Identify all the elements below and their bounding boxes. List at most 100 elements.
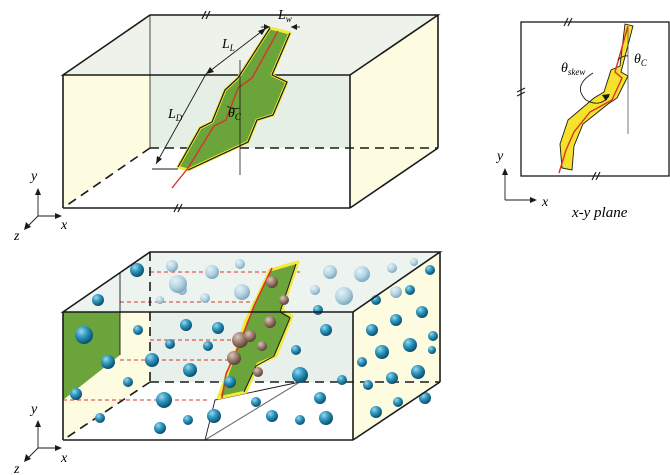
top-block-edges	[60, 14, 441, 209]
grain-particle	[393, 397, 403, 407]
grain-particle	[323, 265, 337, 279]
inset-thetaC-arc	[617, 55, 629, 61]
grain-particle	[266, 410, 278, 422]
label-thetaC-top: θC	[228, 106, 242, 122]
grain-particle	[156, 296, 164, 304]
inset-axis-y-label: y	[495, 149, 504, 164]
grain-particle	[169, 275, 187, 293]
theta-skew-arc	[579, 72, 610, 104]
grain-particle	[180, 319, 192, 331]
grain-particle	[419, 392, 431, 404]
LL-dimension-line	[205, 27, 267, 75]
grain-particle	[183, 415, 193, 425]
grain-particle	[314, 392, 326, 404]
LD-dimension-line	[155, 73, 207, 165]
grain-particle	[335, 287, 353, 305]
grain-particle	[370, 406, 382, 418]
top-axis-x-label: x	[60, 218, 68, 233]
grain-particle	[386, 372, 398, 384]
grain-particle	[405, 285, 415, 295]
theta-skew-arrowhead	[602, 94, 610, 101]
grain-particle	[320, 324, 332, 336]
grain-particle	[156, 392, 172, 408]
grain-particle	[390, 314, 402, 326]
grain-particle	[310, 285, 320, 295]
grain-particle	[295, 415, 305, 425]
top-fracture	[171, 26, 292, 189]
xy-plane-inset: θskew θC y x x-y plane	[495, 17, 670, 221]
grain-particle	[257, 341, 267, 351]
grain-particle	[130, 263, 144, 277]
top-dimension-arrows	[155, 26, 300, 175]
grain-particle	[253, 367, 263, 377]
grain-particle	[354, 266, 370, 282]
grain-particle	[227, 351, 241, 365]
top-block-break-marks	[173, 10, 211, 213]
section-diagonal	[204, 381, 301, 441]
top-fracture-trace	[171, 30, 279, 189]
grain-particle	[207, 409, 221, 423]
bottom-axis-x-label: x	[60, 451, 68, 466]
grain-particle	[428, 331, 438, 341]
grain-particle	[357, 357, 367, 367]
top-axis-arrowheads	[24, 188, 62, 230]
top-block: Lw LL LD θC y x z	[13, 8, 441, 244]
bottom-axis-triad	[26, 424, 58, 460]
grain-particle	[390, 286, 402, 298]
grain-particle	[411, 365, 425, 379]
grain-particle	[251, 397, 261, 407]
grain-particle	[200, 293, 210, 303]
grain-particle	[363, 380, 373, 390]
grain-particle	[123, 377, 133, 387]
inset-break-marks	[516, 17, 601, 181]
grain-particle	[337, 375, 347, 385]
top-axis-z-label: z	[13, 229, 20, 244]
top-block-right-face	[350, 15, 438, 208]
grain-particle	[416, 306, 428, 318]
inset-axis-x-label: x	[541, 195, 549, 210]
grain-particle	[366, 324, 378, 336]
grain-particle	[203, 341, 213, 351]
grain-particle	[75, 326, 93, 344]
grain-particle	[101, 355, 115, 369]
label-LD: LD	[167, 107, 183, 123]
grain-particle	[166, 260, 178, 272]
grain-particle	[266, 276, 278, 288]
bottom-block-edges	[60, 251, 443, 441]
grain-particle	[410, 258, 418, 266]
grain-particles	[70, 258, 438, 434]
grain-particle	[387, 263, 397, 273]
grain-particle	[145, 353, 159, 367]
grain-particle	[212, 322, 224, 334]
grain-particle	[292, 367, 308, 383]
grain-particle	[244, 330, 256, 342]
grain-particle	[95, 413, 105, 423]
bottom-axis-arrowheads	[24, 420, 62, 462]
grain-particle	[428, 346, 436, 354]
inset-axis-triad	[504, 172, 533, 201]
grain-particle	[224, 376, 236, 388]
grain-particle	[319, 411, 333, 425]
label-Lw: Lw	[277, 8, 292, 24]
bottom-fracture-plane	[216, 260, 300, 400]
grain-particle	[154, 422, 166, 434]
grain-particle	[70, 388, 82, 400]
bottom-axis-z-label: z	[13, 462, 20, 475]
inset-fracture-trace	[558, 25, 629, 174]
grain-particle	[183, 363, 197, 377]
label-thetaC-inset: θC	[634, 52, 648, 68]
grain-particle	[205, 265, 219, 279]
grain-particle	[234, 284, 250, 300]
grain-particle	[264, 316, 276, 328]
grain-particle	[133, 325, 143, 335]
grain-particle	[92, 294, 104, 306]
grain-particle	[403, 338, 417, 352]
top-block-top-face	[63, 15, 438, 75]
label-LL: LL	[221, 37, 235, 53]
grain-particle	[279, 295, 289, 305]
grain-particle	[313, 305, 323, 315]
grain-particle	[291, 345, 301, 355]
bottom-block: y x z	[13, 251, 443, 475]
grain-particle	[235, 259, 245, 269]
